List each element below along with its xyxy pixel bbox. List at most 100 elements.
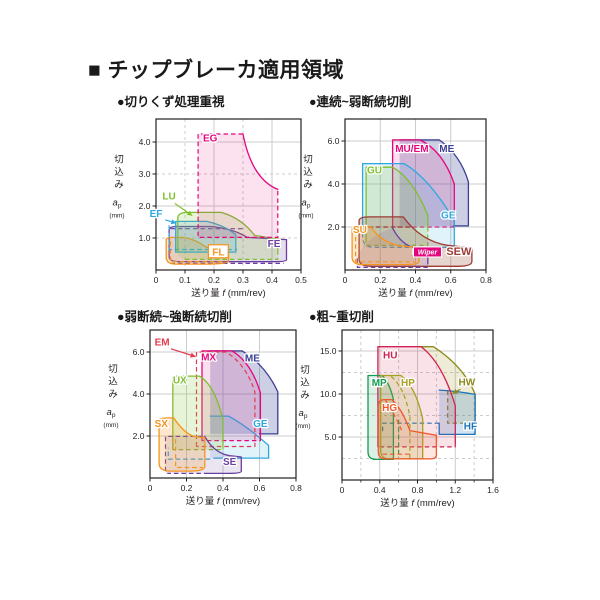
y-axis-title-char: み (108, 389, 118, 400)
region-label-me: ME (245, 353, 260, 364)
region-outline-ge (361, 162, 455, 247)
x-tick-label: 0.6 (254, 483, 266, 493)
region-label-hw: HW (459, 377, 476, 388)
region-label-lu: LU (162, 192, 175, 203)
region-outline-hg (377, 398, 438, 460)
region-fill-me (399, 139, 469, 226)
x-tick-label: 0 (340, 485, 345, 495)
leader-arrowhead (170, 219, 177, 225)
y-axis-title-symbol: ap (107, 407, 116, 419)
region-label-ef: EF (150, 209, 163, 220)
region-outline-dashed-se (164, 435, 209, 474)
region-label-fe: FE (268, 239, 281, 250)
region-me (398, 139, 470, 227)
region-fill-sx (159, 417, 205, 472)
region-outline-dashed-fe (170, 228, 284, 264)
y-axis-title-symbol: ap (302, 198, 311, 210)
region-label-me: ME (439, 144, 454, 155)
region-outline-mx (201, 350, 262, 442)
region-label-ux: UX (173, 376, 187, 387)
x-tick-label: 0.8 (290, 483, 302, 493)
region-ge (167, 415, 270, 460)
wiper-badge-label: Wiper (418, 249, 439, 256)
chart-chip-control-priority: 0 0.1 0.2 0.3 0.4 0.5 1.0 2.0 3.0 4.0 送り量 f (mm/re… (109, 118, 308, 299)
y-axis-title-unit: (mm) (109, 213, 124, 220)
y-axis-title-char: 込 (114, 167, 124, 178)
x-axis-title: 送り量 f (mm/rev) (378, 287, 452, 299)
region-outline-mu-em (391, 139, 455, 228)
y-tick-label: 5.0 (325, 432, 337, 442)
chart-light-heavy-interrupted: 0 0.2 0.4 0.6 0.8 2.0 4.0 6.0 送り量 f (mm/rev) 切込みa… (103, 329, 303, 507)
region-label-eg: EG (203, 133, 218, 144)
chart-rough-heavy-cutting: 0 0.4 0.8 1.2 1.6 5.0 10.0 15.0 送り量 f (mm/rev) 切込… (295, 329, 499, 509)
region-outline-dashed-fl (169, 241, 225, 263)
region-outline-ge (209, 415, 270, 459)
y-axis-title-char: 込 (300, 378, 310, 389)
y-tick-label: 4.0 (328, 179, 340, 189)
region-outline-dashed-lu (185, 250, 279, 260)
x-tick-label: 0.8 (480, 275, 492, 285)
region-outline-dashed-ux (172, 444, 224, 451)
region-outline-sx (158, 417, 206, 472)
y-axis-title-char: み (114, 180, 124, 191)
y-axis-title-unit: (mm) (298, 213, 313, 220)
region-fill-hg (378, 399, 437, 459)
region-mu-em (391, 139, 455, 228)
y-tick-label: 4.0 (133, 389, 145, 399)
axes: 0 0.1 0.2 0.3 0.4 0.5 1.0 2.0 3.0 4.0 (139, 137, 308, 285)
plot-border (155, 118, 302, 271)
y-tick-label: 6.0 (133, 347, 145, 357)
region-label-ge: GE (253, 419, 268, 430)
region-fill-se (165, 436, 242, 474)
region-label-em: EM (155, 338, 170, 349)
region-fill-mx (202, 350, 261, 441)
y-axis-title-char: み (303, 180, 313, 191)
region-sx (158, 417, 206, 472)
y-tick-label: 3.0 (139, 169, 151, 179)
chart-title-chip-control: ●切りくず処理重視 (117, 95, 225, 109)
region-outline-hu (377, 346, 456, 448)
y-axis-title-char: 切 (303, 155, 313, 166)
x-tick-label: 0.5 (295, 275, 307, 285)
region-label-hp: HP (401, 378, 415, 389)
x-tick-label: 0 (154, 275, 159, 285)
x-tick-label: 0.4 (410, 275, 422, 285)
y-tick-label: 1.0 (139, 233, 151, 243)
region-outline-dashed-ge (167, 447, 211, 460)
y-axis-title-char: 込 (108, 377, 118, 388)
axes: 0 0.2 0.4 0.6 0.8 2.0 4.0 6.0 (133, 347, 303, 493)
y-tick-label: 2.0 (139, 201, 151, 211)
region-outline-dashed-eg (197, 133, 279, 238)
chart-title-rough-heavy: ●粗~重切削 (309, 310, 374, 324)
page-title: ■ チップブレーカ適用領域 (88, 59, 345, 82)
y-axis-title-unit: (mm) (295, 423, 310, 430)
x-tick-label: 0.1 (179, 275, 191, 285)
region-label-sew: SEW (446, 246, 472, 258)
region-outline-eg (242, 133, 279, 191)
region-outline-sew (358, 216, 473, 267)
leader-arrowhead (452, 388, 459, 394)
y-axis-title-char: 切 (108, 364, 118, 375)
region-fill-mu-em (392, 139, 455, 227)
region-outline-dashed-hw (447, 390, 476, 424)
region-label-se: SE (223, 457, 237, 468)
region-lu (177, 211, 279, 260)
chart-title-interrupted: ●弱断続~強断続切削 (117, 310, 232, 324)
y-axis-title-unit: (mm) (103, 422, 118, 429)
region-fill-hp (380, 375, 423, 459)
region-outline-dashed-sx (175, 439, 203, 469)
x-tick-label: 0.2 (208, 275, 220, 285)
region-label-mu-em: MU/EM (395, 144, 428, 155)
gridlines (342, 330, 493, 480)
axes: 0 0.4 0.8 1.2 1.6 5.0 10.0 15.0 (320, 346, 499, 495)
x-tick-label: 0.2 (181, 483, 193, 493)
region-mx (201, 350, 262, 442)
x-tick-label: 0.2 (374, 275, 386, 285)
chart-title-continuous: ●連続~弱断続切削 (309, 95, 412, 109)
region-outline-hf (438, 389, 476, 436)
y-tick-label: 6.0 (328, 136, 340, 146)
region-outline-hw (418, 346, 476, 422)
x-axis-title: 送り量 f (mm/rev) (380, 497, 454, 509)
region-outline-se (204, 435, 242, 475)
